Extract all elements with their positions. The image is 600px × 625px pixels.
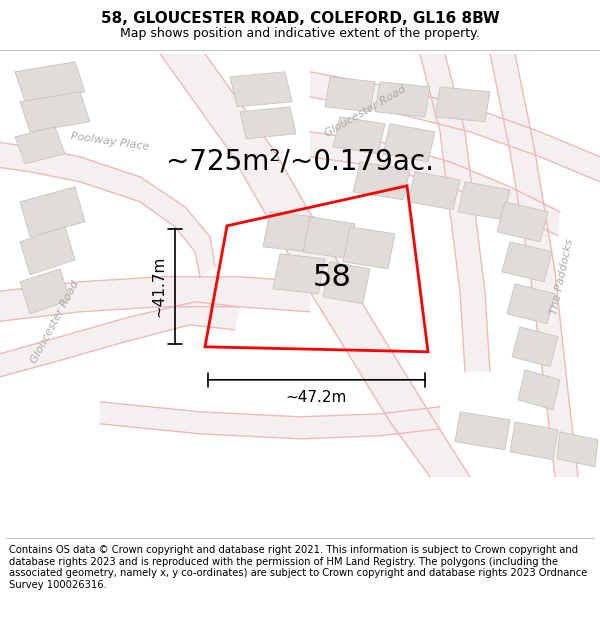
Text: ~47.2m: ~47.2m: [286, 390, 347, 405]
Polygon shape: [230, 72, 292, 107]
Text: Contains OS data © Crown copyright and database right 2021. This information is : Contains OS data © Crown copyright and d…: [9, 545, 587, 590]
Polygon shape: [375, 82, 430, 117]
Polygon shape: [15, 62, 85, 102]
Text: Map shows position and indicative extent of the property.: Map shows position and indicative extent…: [120, 27, 480, 40]
Polygon shape: [420, 54, 490, 372]
Polygon shape: [435, 87, 490, 122]
Polygon shape: [310, 132, 560, 236]
Polygon shape: [240, 107, 296, 139]
Polygon shape: [100, 402, 440, 439]
Polygon shape: [0, 277, 310, 322]
Polygon shape: [323, 262, 370, 304]
Polygon shape: [510, 422, 558, 460]
Polygon shape: [408, 172, 460, 210]
Polygon shape: [507, 284, 555, 324]
Polygon shape: [518, 370, 560, 410]
Polygon shape: [557, 432, 598, 467]
Polygon shape: [303, 217, 355, 259]
Polygon shape: [273, 254, 325, 294]
Polygon shape: [15, 127, 65, 164]
Polygon shape: [20, 92, 90, 132]
Polygon shape: [502, 242, 552, 282]
Polygon shape: [20, 187, 85, 237]
Polygon shape: [310, 72, 600, 182]
Text: Gloucester Road: Gloucester Road: [29, 279, 81, 365]
Polygon shape: [353, 162, 410, 200]
Text: Poolway Place: Poolway Place: [70, 131, 150, 152]
Text: 58: 58: [313, 263, 351, 292]
Text: The Paddocks: The Paddocks: [549, 238, 575, 316]
Polygon shape: [333, 117, 385, 154]
Polygon shape: [263, 212, 315, 252]
Polygon shape: [343, 227, 395, 269]
Polygon shape: [20, 227, 75, 275]
Polygon shape: [512, 327, 558, 367]
Text: ~725m²/~0.179ac.: ~725m²/~0.179ac.: [166, 148, 434, 176]
Polygon shape: [160, 54, 470, 477]
Polygon shape: [0, 302, 240, 377]
Polygon shape: [20, 269, 70, 314]
Polygon shape: [458, 182, 510, 220]
Polygon shape: [490, 54, 578, 477]
Polygon shape: [497, 202, 548, 242]
Text: Gloucester Road: Gloucester Road: [323, 84, 407, 139]
Polygon shape: [325, 77, 375, 112]
Text: 58, GLOUCESTER ROAD, COLEFORD, GL16 8BW: 58, GLOUCESTER ROAD, COLEFORD, GL16 8BW: [101, 11, 499, 26]
Polygon shape: [0, 142, 215, 277]
Polygon shape: [455, 412, 510, 450]
Polygon shape: [383, 124, 435, 162]
Text: ~41.7m: ~41.7m: [151, 256, 167, 317]
